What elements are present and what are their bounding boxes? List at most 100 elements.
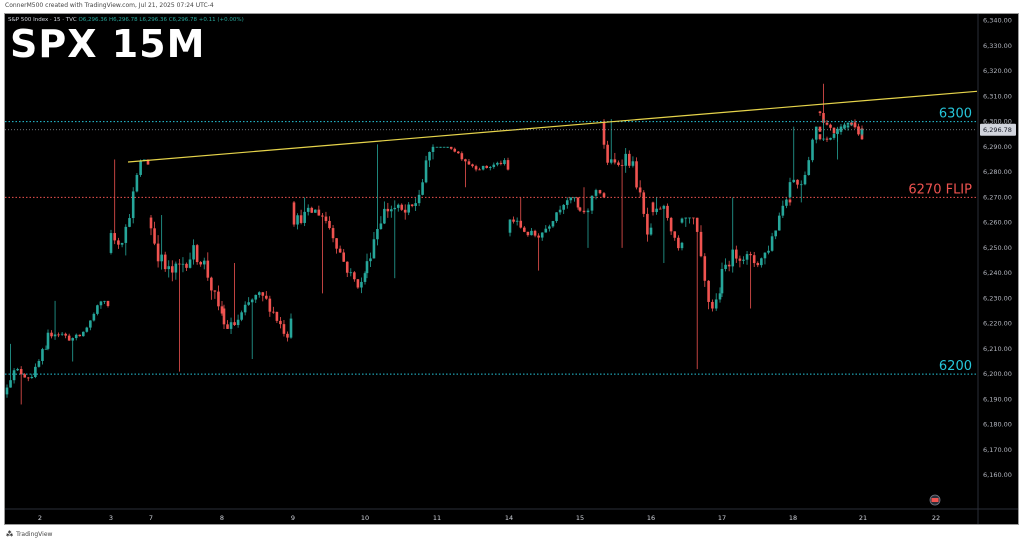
candle-body — [71, 338, 75, 341]
candle-body — [41, 349, 44, 361]
x-tick-label: 17 — [718, 514, 726, 522]
candle-body — [217, 291, 220, 307]
candle-body — [57, 334, 60, 336]
candle-body — [714, 299, 718, 309]
candle-body — [631, 161, 635, 166]
candle-body — [474, 166, 478, 170]
candle-body — [156, 243, 160, 262]
candle-body — [752, 255, 756, 264]
y-tick-label: 6,300.00 — [983, 118, 1012, 126]
candle-body — [829, 124, 832, 128]
candle-body — [324, 216, 328, 221]
candle-body — [213, 290, 217, 292]
candle-body — [403, 209, 407, 213]
candle-body — [860, 129, 864, 135]
candle-body — [103, 300, 106, 302]
candle-body — [503, 160, 506, 164]
candle-body — [424, 160, 428, 183]
candle-body — [724, 264, 727, 269]
candle-body — [96, 305, 99, 314]
candle-body — [342, 252, 345, 262]
y-tick-label: 6,340.00 — [983, 17, 1012, 25]
candle-body — [756, 263, 760, 266]
candle-body — [471, 164, 474, 167]
candle-body — [586, 210, 590, 213]
candle-body — [210, 277, 213, 291]
current-price-tag — [980, 123, 1016, 136]
candle-body — [19, 369, 23, 375]
candle-body — [414, 203, 417, 206]
candle-body — [139, 160, 142, 175]
candle-body — [620, 164, 624, 166]
candle-body — [673, 231, 677, 238]
candle-body — [321, 215, 324, 217]
candle-body — [46, 332, 50, 349]
y-tick-label: 6,240.00 — [983, 269, 1012, 277]
candle-body — [703, 256, 707, 281]
candle-body — [106, 300, 110, 306]
candle-body — [265, 295, 268, 299]
candle-body — [569, 197, 573, 201]
candle-body — [335, 238, 338, 249]
symbol-legend: S&P 500 Index · 15 · TVC O6,296.36 H6,29… — [8, 17, 244, 23]
candle-body — [167, 266, 171, 270]
x-tick-label: 9 — [291, 514, 295, 522]
candle-body — [499, 162, 503, 164]
footer-brand: TradingView — [16, 530, 53, 538]
candle-body — [149, 217, 153, 229]
candle-body — [268, 298, 272, 312]
candle-body — [774, 230, 777, 237]
y-tick-label: 6,270.00 — [983, 193, 1012, 201]
legend-ohlc: O6,296.36 H6,296.78 L6,296.36 C6,296.78 … — [78, 17, 244, 23]
candle-body — [853, 124, 857, 128]
candle-body — [410, 204, 414, 206]
candle-body — [519, 220, 523, 228]
candle-body — [89, 320, 92, 328]
candle-body — [818, 111, 822, 114]
candle-body — [785, 199, 788, 206]
candle-body — [684, 217, 688, 219]
candle-body — [120, 242, 124, 245]
candle-body — [109, 233, 113, 253]
candle-body — [446, 146, 449, 148]
y-tick-label: 6,160.00 — [983, 471, 1012, 479]
candle-body — [628, 153, 631, 166]
candle-body — [760, 258, 763, 266]
candle-body — [310, 207, 314, 213]
candle-body — [688, 217, 691, 219]
current-price-label: 6,296.78 — [983, 126, 1012, 134]
candle-body — [299, 215, 303, 223]
y-tick-label: 6,290.00 — [983, 143, 1012, 151]
candle-body — [832, 134, 836, 138]
credit-line: ConnerM500 created with TradingView.com,… — [5, 2, 214, 9]
candle-body — [9, 380, 12, 388]
candle-body — [131, 191, 135, 219]
legend-symbol: S&P 500 Index · 15 · TVC — [8, 17, 77, 23]
candle-body — [117, 240, 120, 245]
candle-body — [135, 174, 139, 192]
candle-body — [836, 128, 839, 135]
candle-body — [236, 319, 240, 326]
candle-body — [275, 311, 279, 321]
candle-body — [811, 139, 814, 161]
x-tick-label: 2 — [38, 514, 42, 522]
candle-body — [78, 334, 82, 337]
candle-body — [369, 258, 372, 262]
y-tick-label: 6,180.00 — [983, 421, 1012, 429]
candle-body — [692, 217, 695, 219]
candle-body — [12, 370, 16, 381]
candle-body — [649, 227, 653, 235]
candle-body — [530, 230, 533, 236]
candle-body — [731, 249, 735, 267]
candle-body — [188, 259, 192, 268]
candle-body — [843, 124, 846, 129]
y-tick-label: 6,250.00 — [983, 244, 1012, 252]
candle-body — [407, 204, 410, 213]
candle-body — [658, 208, 662, 210]
candle-body — [792, 179, 796, 183]
candle-body — [512, 219, 515, 222]
candle-body — [16, 369, 19, 371]
candle-body — [646, 213, 649, 235]
candle-body — [680, 242, 684, 249]
